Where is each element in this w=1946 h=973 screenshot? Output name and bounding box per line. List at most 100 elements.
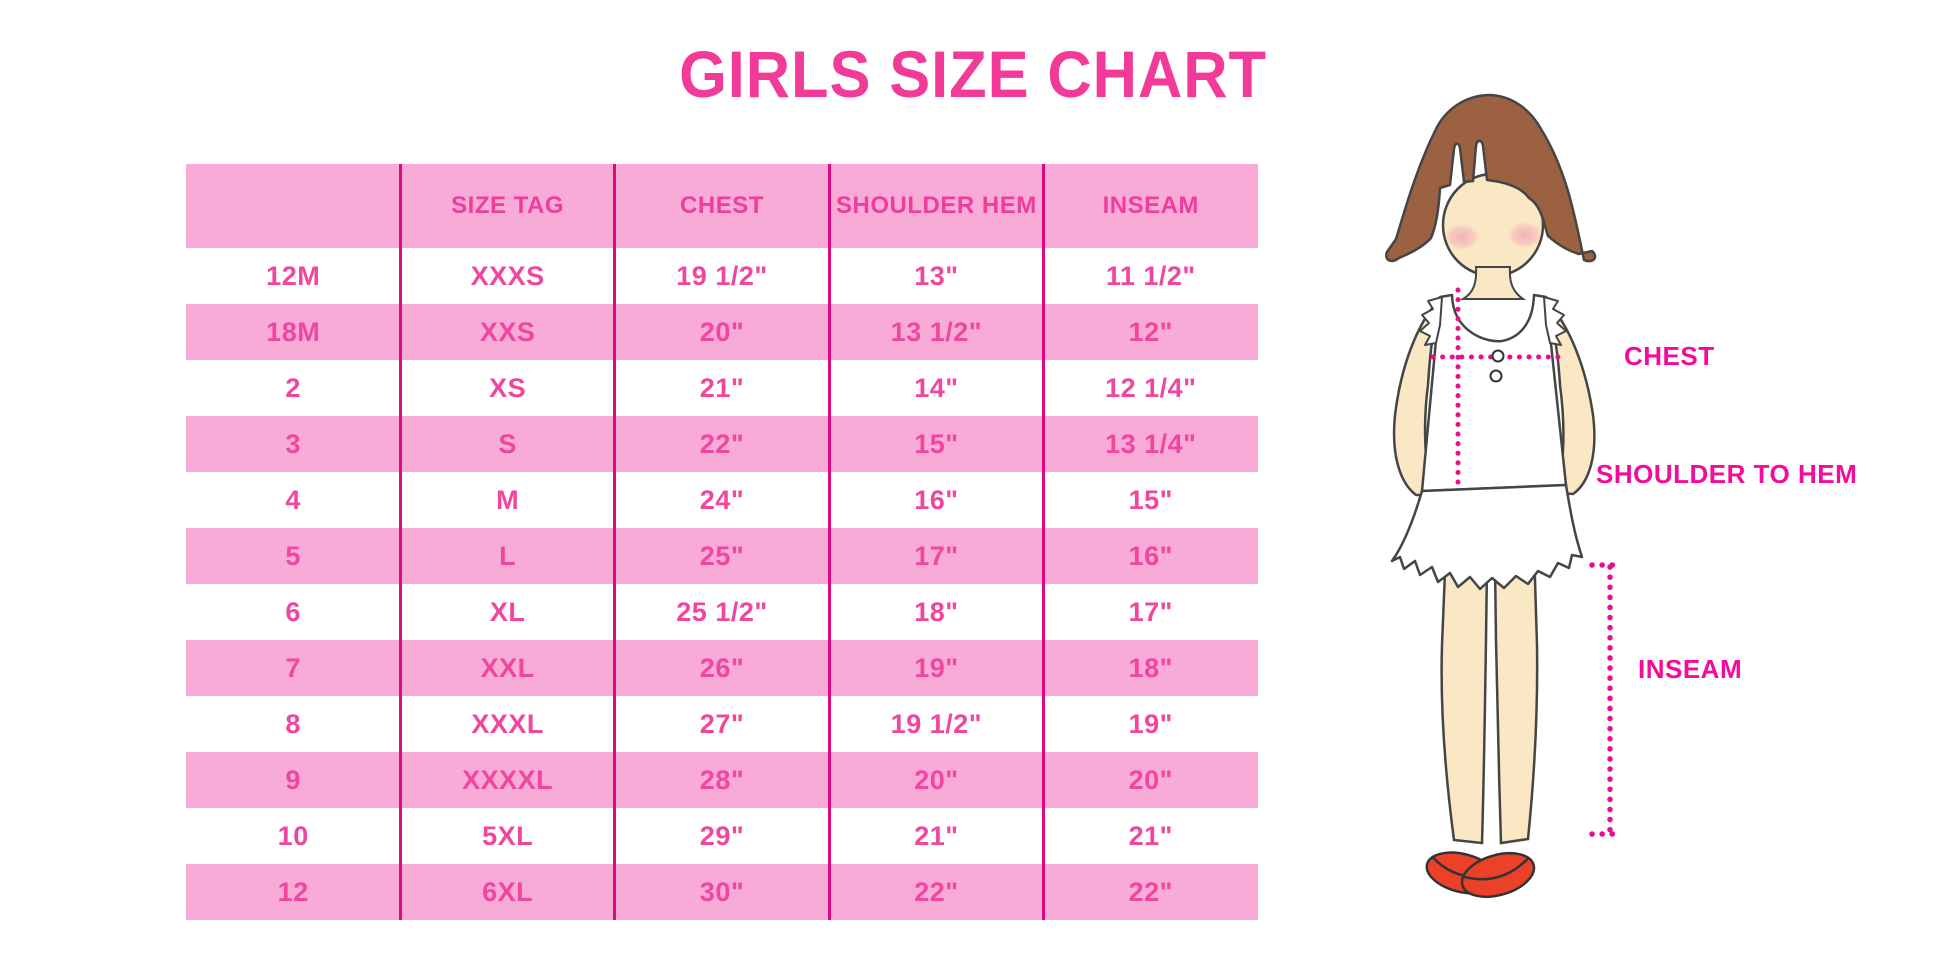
table-row: 5 L 25" 17" 16": [186, 528, 1258, 584]
leg-right: [1493, 545, 1539, 845]
header-cell: INSEAM: [1102, 192, 1199, 219]
table-cell: 13": [914, 260, 959, 291]
table-row: 4 M 24" 16" 15": [186, 472, 1258, 528]
hair: [1385, 93, 1597, 263]
header-cell: CHEST: [680, 192, 764, 219]
table-cell: 29": [699, 820, 745, 851]
table-cell: S: [498, 428, 517, 459]
table-row: 2 XS 21" 14" 12 1/4": [186, 360, 1258, 416]
table-header-row: SIZE TAG CHEST SHOULDER HEM INSEAM: [186, 164, 1258, 248]
table-cell: 27": [699, 708, 745, 739]
table-cell: 22": [1128, 876, 1173, 907]
table-cell: M: [496, 484, 520, 515]
table-cell: 15": [914, 428, 959, 459]
ruffle-right-shoulder: [1543, 296, 1567, 346]
table-cell: 20": [1128, 764, 1173, 795]
table-cell: 26": [699, 652, 745, 683]
table-cell: XXS: [479, 316, 536, 347]
table-cell: 17": [914, 540, 959, 571]
page-title: GIRLS SIZE CHART: [679, 37, 1267, 111]
table-cell: 24": [699, 484, 745, 515]
shoulder-to-hem-label: SHOULDER TO HEM: [1596, 459, 1858, 489]
table-cell: 16": [914, 484, 959, 515]
peplum-skirt: [1390, 483, 1584, 591]
table-cell: XXL: [480, 652, 535, 683]
table-row: 3 S 22" 15" 13 1/4": [186, 416, 1258, 472]
table-cell: 6: [285, 596, 301, 627]
table-row: 10 5XL 29" 21" 21": [186, 808, 1258, 864]
table-cell: 21": [699, 372, 745, 403]
header-cell: [186, 164, 400, 248]
table-cell: 21": [1128, 820, 1173, 851]
table-row: 8 XXXL 27" 19 1/2" 19": [186, 696, 1258, 752]
table-cell: 14": [914, 372, 959, 403]
header-cell: SHOULDER HEM: [836, 192, 1037, 219]
table-cell: 28": [699, 764, 745, 795]
table-cell: 11 1/2": [1105, 260, 1196, 291]
table-cell: 3: [285, 428, 301, 459]
table-cell: 12M: [266, 260, 321, 291]
table-cell: 12": [1128, 316, 1173, 347]
table-cell: 9: [285, 764, 301, 795]
table-cell: 25 1/2": [676, 596, 768, 627]
table-cell: XXXXL: [462, 764, 554, 795]
table-cell: 30": [699, 876, 745, 907]
table-cell: 15": [1128, 484, 1173, 515]
table-cell: 19": [914, 652, 959, 683]
table-cell: 4: [285, 484, 301, 515]
inseam-label: INSEAM: [1638, 654, 1743, 684]
bodice: [1420, 293, 1568, 493]
table-cell: 12: [277, 876, 309, 907]
table-cell: 19": [1128, 708, 1173, 739]
table-row: 6 XL 25 1/2" 18" 17": [186, 584, 1258, 640]
table-cell: XS: [489, 372, 527, 403]
table-cell: 17": [1128, 596, 1173, 627]
table-row: 9 XXXXL 28" 20" 20": [186, 752, 1258, 808]
table-cell: 13 1/4": [1105, 428, 1197, 459]
table-cell: 18M: [266, 316, 321, 347]
table-cell: 5: [285, 540, 301, 571]
table-row: 7 XXL 26" 19" 18": [186, 640, 1258, 696]
table-cell: 13 1/2": [890, 316, 983, 347]
table-cell: 12 1/4": [1105, 372, 1197, 403]
leg-left: [1440, 545, 1489, 845]
table-cell: 5XL: [482, 820, 534, 851]
table-cell: 20": [914, 764, 959, 795]
table-cell: L: [499, 540, 517, 571]
ruffle-left-shoulder: [1419, 296, 1443, 346]
table-cell: 19 1/2": [890, 708, 983, 739]
table-cell: XL: [489, 596, 526, 627]
table-row: 18M XXS 20" 13 1/2" 12": [186, 304, 1258, 360]
header-cell: SIZE TAG: [451, 192, 565, 219]
table-cell: 25": [699, 540, 745, 571]
column-divider: [1042, 164, 1046, 920]
table-cell: 21": [914, 820, 959, 851]
blush-right: [1508, 222, 1542, 248]
table-cell: 20": [699, 316, 745, 347]
button-bottom: [1489, 369, 1503, 383]
table-cell: 18": [914, 596, 959, 627]
button-top: [1491, 349, 1505, 363]
table-cell: 19 1/2": [676, 260, 768, 291]
table-cell: 16": [1128, 540, 1173, 571]
table-cell: 22": [699, 428, 745, 459]
table-cell: 8: [285, 708, 301, 739]
table-cell: 10: [277, 820, 309, 851]
girls-size-table: SIZE TAG CHEST SHOULDER HEM INSEAM 12M XXXS 19…: [186, 164, 1258, 920]
table-cell: XXXS: [470, 260, 545, 291]
blush-left: [1445, 224, 1479, 250]
table-cell: 18": [1128, 652, 1173, 683]
table-row: 12M XXXS 19 1/2" 13" 11 1/2": [186, 248, 1258, 304]
column-divider: [613, 164, 617, 920]
table-cell: 2: [285, 372, 301, 403]
table-row: 12 6XL 30" 22" 22": [186, 864, 1258, 920]
table-cell: XXXL: [471, 708, 544, 739]
shoe-right: [1460, 851, 1536, 899]
table-cell: 7: [285, 652, 301, 683]
column-divider: [398, 164, 402, 920]
column-divider: [827, 164, 831, 920]
table-cell: 22": [914, 876, 959, 907]
girl-figure-drawing: [1385, 93, 1617, 899]
chest-label: CHEST: [1624, 341, 1715, 371]
